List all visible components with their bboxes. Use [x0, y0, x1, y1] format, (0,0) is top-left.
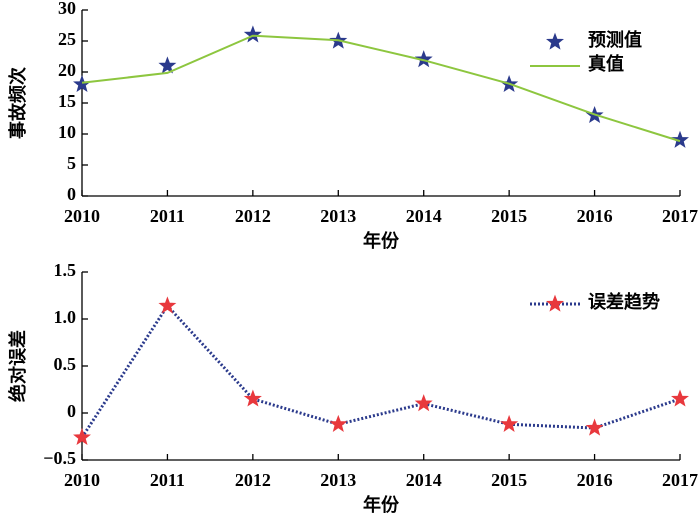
x-tick-label: 2012	[235, 206, 271, 226]
x-tick-label: 2010	[64, 206, 100, 226]
x-axis-title: 年份	[363, 494, 400, 515]
y-tick-label: 20	[58, 60, 76, 80]
x-tick-label: 2011	[150, 206, 185, 226]
data-point	[158, 56, 177, 74]
legend-label: 真值	[588, 53, 624, 74]
data-point	[243, 25, 262, 43]
y-tick-label: 25	[58, 29, 76, 49]
x-tick-label: 2013	[320, 470, 356, 490]
series-line	[80, 303, 681, 439]
y-tick-label: 15	[58, 91, 76, 111]
series-line	[81, 34, 681, 143]
data-point	[500, 414, 519, 432]
y-tick-label: 0	[67, 184, 76, 204]
y-tick-label: 0	[67, 401, 76, 421]
data-point	[329, 414, 348, 432]
data-point	[671, 130, 689, 148]
legend-label: 预测值	[588, 29, 642, 50]
y-tick-label: 10	[58, 122, 76, 142]
x-tick-label: 2016	[577, 470, 613, 490]
data-point	[585, 418, 604, 436]
data-point	[158, 296, 177, 314]
x-tick-label: 2010	[64, 470, 100, 490]
y-tick-label: 1.0	[54, 307, 77, 327]
y-tick-label: 5	[67, 153, 76, 173]
data-point	[243, 389, 262, 407]
x-tick-label: 2014	[406, 206, 442, 226]
y-tick-label: 30	[58, 0, 76, 18]
y-tick-label: 1.5	[54, 260, 77, 280]
x-tick-label: 2011	[150, 470, 185, 490]
data-point	[414, 394, 433, 412]
legend-label: 误差趋势	[588, 291, 660, 312]
data-point	[671, 389, 689, 407]
x-tick-label: 2014	[406, 470, 442, 490]
y-axis-title: 绝对误差	[7, 330, 28, 402]
legend-marker	[546, 294, 564, 312]
x-tick-label: 2016	[577, 206, 613, 226]
y-tick-label: −0.5	[43, 448, 76, 468]
data-point	[73, 427, 91, 446]
y-axis-title: 事故频次	[7, 67, 28, 139]
y-tick-label: 0.5	[54, 354, 77, 374]
x-tick-label: 2015	[491, 470, 527, 490]
x-tick-label: 2017	[662, 206, 698, 226]
data-point	[414, 50, 433, 68]
x-tick-label: 2015	[491, 206, 527, 226]
x-axis-title: 年份	[363, 230, 400, 251]
x-tick-label: 2017	[662, 470, 698, 490]
x-tick-label: 2013	[320, 206, 356, 226]
x-tick-label: 2012	[235, 470, 271, 490]
legend-marker	[546, 32, 564, 50]
